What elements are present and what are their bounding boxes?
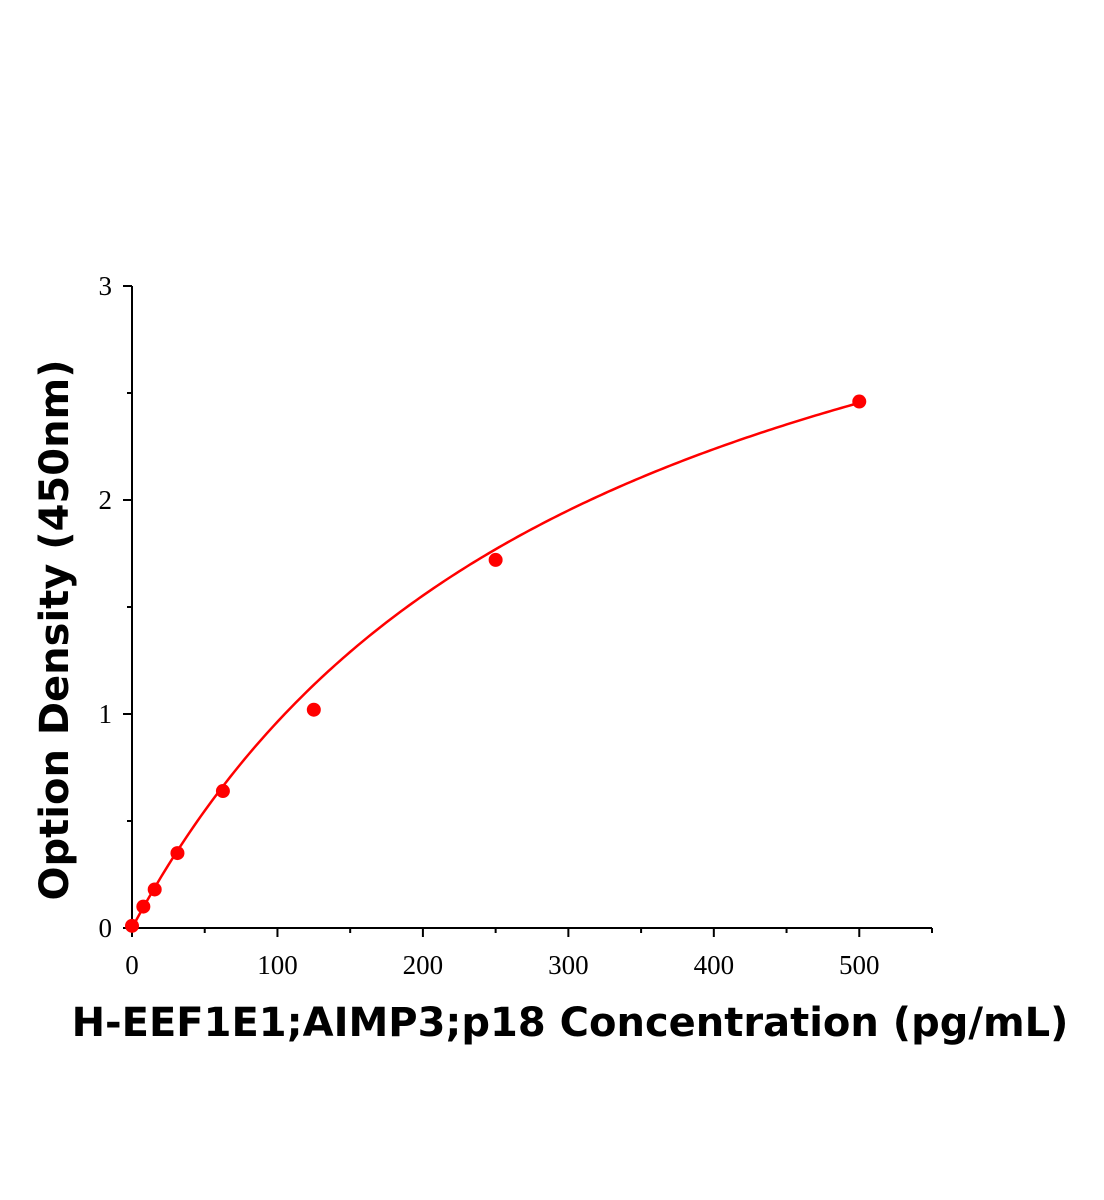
data-points <box>125 394 867 933</box>
data-point <box>215 784 230 799</box>
x-tick-label: 500 <box>839 950 880 980</box>
fit-curve <box>130 401 860 929</box>
y-tick-label: 2 <box>99 485 113 515</box>
data-point <box>170 846 185 861</box>
x-tick-label: 300 <box>548 950 589 980</box>
x-tick-label: 400 <box>694 950 735 980</box>
axes <box>131 286 932 929</box>
data-point <box>306 702 321 717</box>
y-tick-label: 0 <box>99 913 113 943</box>
x-axis-ticks: 0 100 200 300 400 500 <box>125 928 933 980</box>
data-point <box>136 899 151 914</box>
x-tick-label: 200 <box>403 950 444 980</box>
data-point <box>125 918 139 933</box>
y-tick-label: 1 <box>99 699 113 729</box>
data-point <box>488 552 503 567</box>
y-tick-label: 3 <box>99 271 113 301</box>
x-axis-title: H-EEF1E1;AIMP3;p18 Concentration (pg/mL) <box>72 1000 1069 1046</box>
y-axis-title: Option Density (450nm) <box>32 359 78 900</box>
data-point <box>147 882 162 897</box>
x-tick-label: 100 <box>257 950 298 980</box>
x-tick-label: 0 <box>125 950 139 980</box>
y-axis-ticks: 0 1 2 3 <box>99 271 132 943</box>
data-point <box>852 394 867 409</box>
